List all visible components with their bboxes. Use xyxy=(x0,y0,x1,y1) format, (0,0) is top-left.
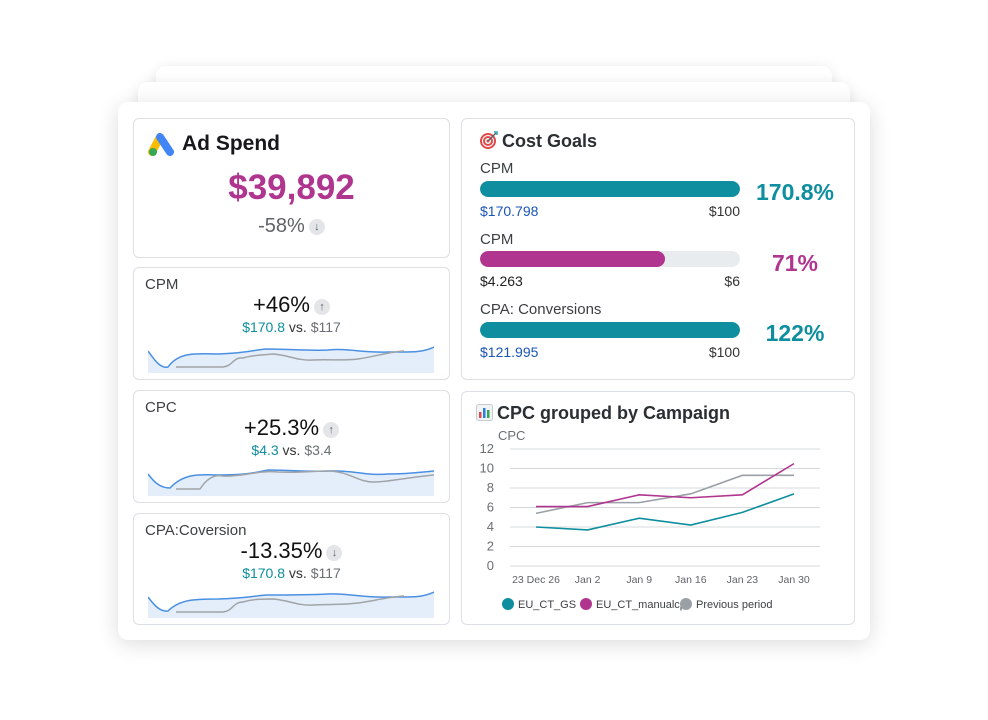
ad-spend-value: $39,892 xyxy=(228,168,355,207)
cost-goals-heading: Cost Goals xyxy=(480,131,597,152)
metric-current: $170.8 xyxy=(242,319,286,335)
metric-previous: $117 xyxy=(310,319,341,335)
cpc-line-chart: CPC 0 2 4 6 8 10 12 23 Dec 26 Jan 2 Jan 9 Jan 16 Jan… xyxy=(480,428,820,611)
series-line xyxy=(536,462,795,508)
x-tick-label: Jan 30 xyxy=(778,574,810,586)
goal-progress-track xyxy=(480,181,740,197)
goal-progress-track xyxy=(480,322,740,338)
metric-card-cpa[interactable]: CPA:Coversion -13.35% ↓ $170.8 vs. $117 xyxy=(133,513,450,625)
target-icon xyxy=(480,131,498,149)
cost-goals-card[interactable]: Cost Goals CPM $170.798 $100 170.8% CPM … xyxy=(461,118,855,380)
x-tick-label: Jan 16 xyxy=(675,574,707,586)
goal-current: $4.263 xyxy=(480,273,523,289)
cpc-chart-card[interactable]: CPC grouped by Campaign CPC 0 2 4 6 8 10 12 23 D… xyxy=(461,391,855,625)
metric-label: CPA:Coversion xyxy=(145,522,247,539)
metric-value-text: -13.35% xyxy=(240,538,323,563)
ad-spend-delta: -58% ↓ xyxy=(134,215,449,238)
goal-progress-fill xyxy=(480,181,740,197)
series-line xyxy=(535,474,794,515)
cost-goals-title: Cost Goals xyxy=(502,131,598,151)
goal-label: CPM xyxy=(480,231,514,248)
metric-card-cpc[interactable]: CPC +25.3% ↑ $4.3 vs. $3.4 xyxy=(133,390,450,503)
y-tick-label: 8 xyxy=(487,480,494,495)
goal-progress-track xyxy=(480,251,740,267)
y-tick-label: 6 xyxy=(487,500,494,515)
goal-percent: 170.8% xyxy=(755,179,834,205)
legend-label: Previous period xyxy=(696,599,772,611)
metric-previous: $117 xyxy=(310,565,341,581)
ad-spend-title: Ad Spend xyxy=(182,132,280,155)
legend-swatch xyxy=(680,598,692,610)
y-tick-label: 12 xyxy=(480,441,494,456)
metric-vs: vs. xyxy=(282,442,301,458)
metric-value: -13.35% ↓ xyxy=(134,538,449,564)
goal-progress-fill xyxy=(480,251,665,267)
goal-label: CPM xyxy=(480,160,514,177)
metric-comparison: $170.8 vs. $117 xyxy=(134,319,449,335)
bar-chart-icon xyxy=(476,404,493,421)
metric-comparison: $4.3 vs. $3.4 xyxy=(134,442,449,458)
goal-target: $6 xyxy=(724,273,740,289)
metric-value: +46% ↑ xyxy=(134,292,449,318)
y-tick-label: 4 xyxy=(487,519,494,534)
y-tick-label: 10 xyxy=(480,461,494,476)
arrow-down-icon: ↓ xyxy=(308,219,325,235)
sparkline-cpc xyxy=(148,469,434,496)
goal-current: $121.995 xyxy=(480,344,539,360)
goal-target: $100 xyxy=(708,344,740,360)
arrow-up-icon: ↑ xyxy=(323,422,340,438)
cpc-chart-heading: CPC grouped by Campaign xyxy=(476,403,730,424)
sparkline-cpa xyxy=(148,591,434,618)
dashboard-board: Ad Spend $39,892 -58% ↓ CPM +46% ↑ $170.8 … xyxy=(118,102,870,640)
goal-percent: 122% xyxy=(765,320,825,346)
y-axis-label: CPC xyxy=(498,428,525,443)
sparkline-cpm xyxy=(148,346,434,373)
x-tick-label: 23 Dec 26 xyxy=(512,574,560,586)
goal-label: CPA: Conversions xyxy=(480,301,602,318)
metric-vs: vs. xyxy=(288,319,307,335)
metric-value-text: +25.3% xyxy=(243,415,320,440)
x-tick-label: Jan 9 xyxy=(626,574,652,586)
metric-value-text: +46% xyxy=(253,292,310,317)
ad-spend-card[interactable]: Ad Spend $39,892 -58% ↓ xyxy=(133,118,450,258)
metric-value: +25.3% ↑ xyxy=(134,415,449,441)
ad-spend-delta-text: -58% xyxy=(258,215,305,237)
metric-comparison: $170.8 vs. $117 xyxy=(134,565,449,581)
arrow-down-icon: ↓ xyxy=(326,545,343,561)
goal-progress-fill xyxy=(480,322,740,338)
metric-current: $170.8 xyxy=(242,565,286,581)
goal-current: $170.798 xyxy=(480,203,539,219)
legend-swatch xyxy=(580,598,592,610)
legend-label: EU_CT_manualcpc xyxy=(596,599,692,611)
x-tick-label: Jan 23 xyxy=(727,574,759,586)
goal-target: $100 xyxy=(708,203,740,219)
series-line xyxy=(535,493,795,531)
metric-current: $4.3 xyxy=(251,442,279,458)
goal-percent: 71% xyxy=(771,250,819,276)
google-ads-logo-icon xyxy=(148,133,174,156)
cpc-chart-title: CPC grouped by Campaign xyxy=(497,403,731,423)
legend-swatch xyxy=(502,598,514,610)
x-tick-label: Jan 2 xyxy=(575,574,601,586)
metric-previous: $3.4 xyxy=(304,442,332,458)
arrow-up-icon: ↑ xyxy=(313,299,330,315)
metric-label: CPM xyxy=(145,276,179,293)
metric-label: CPC xyxy=(145,399,177,416)
metric-vs: vs. xyxy=(288,565,307,581)
y-tick-label: 0 xyxy=(487,558,494,573)
y-tick-label: 2 xyxy=(487,539,494,554)
legend-label: EU_CT_GS xyxy=(518,599,576,611)
metric-card-cpm[interactable]: CPM +46% ↑ $170.8 vs. $117 xyxy=(133,267,450,380)
